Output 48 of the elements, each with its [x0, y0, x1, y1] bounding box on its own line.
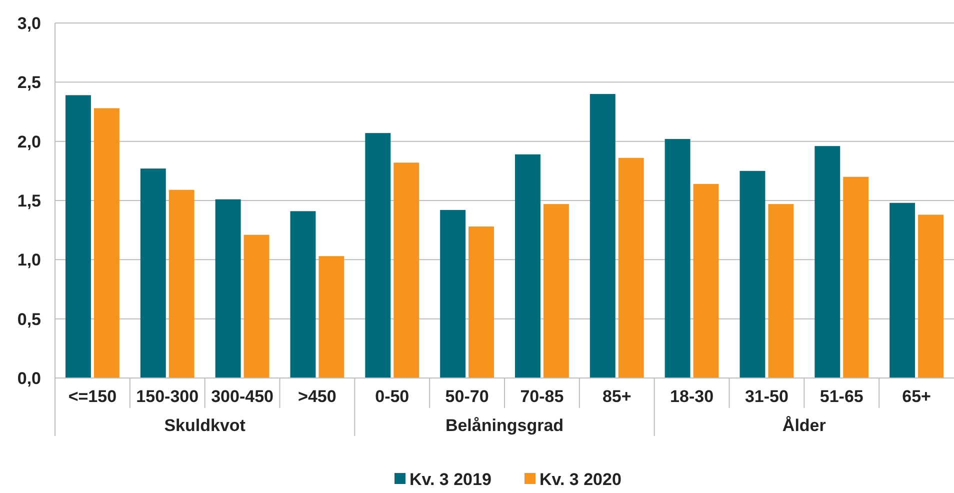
bar — [918, 214, 944, 378]
bar — [543, 204, 569, 378]
bar — [215, 199, 241, 378]
legend-label: Kv. 3 2020 — [540, 470, 622, 489]
x-tick-label: 50-70 — [445, 387, 489, 406]
bar — [843, 176, 869, 378]
x-tick-label: 0-50 — [375, 387, 410, 406]
bar — [365, 133, 391, 378]
text: Ålder — [782, 416, 826, 435]
x-tick-label: 31-50 — [744, 387, 788, 406]
x-tick-label: 85+ — [602, 387, 632, 406]
bar — [514, 154, 540, 378]
x-tick-label: 70-85 — [520, 387, 564, 406]
x-tick-label: 300-450 — [211, 387, 274, 406]
x-tick-label: <=150 — [68, 387, 117, 406]
bar — [394, 162, 420, 378]
y-tick-label: 2,0 — [17, 132, 41, 152]
y-tick-label: 0,5 — [17, 310, 41, 329]
x-tick-label: 65+ — [902, 387, 932, 406]
bar — [168, 190, 194, 378]
bar — [664, 138, 690, 378]
x-tick-label: 18-30 — [670, 387, 714, 406]
bar — [740, 170, 766, 378]
legend-label: Kv. 3 2019 — [410, 470, 492, 489]
y-tick-label: 1,5 — [17, 191, 41, 210]
bar — [318, 256, 344, 378]
x-tick-label: 150-300 — [136, 387, 199, 406]
bar — [590, 94, 616, 378]
text: Belåningsgrad — [445, 416, 564, 435]
bar — [244, 234, 270, 378]
bar — [94, 108, 120, 378]
bar — [890, 202, 916, 378]
bar — [814, 146, 840, 378]
bar — [468, 226, 494, 378]
bar — [693, 184, 719, 378]
y-tick-label: 1,0 — [17, 250, 41, 270]
bar — [440, 210, 466, 378]
bar — [618, 158, 644, 378]
y-tick-label: 0,0 — [17, 368, 41, 388]
x-tick-label: >450 — [298, 387, 336, 406]
x-tick-label: 51-65 — [820, 387, 864, 406]
bar — [290, 211, 316, 378]
bar — [65, 95, 91, 378]
bar — [140, 168, 166, 378]
y-tick-label: 2,5 — [17, 73, 41, 92]
y-tick-label: 3,0 — [17, 14, 41, 33]
bar — [768, 204, 794, 378]
text: Skuldkvot — [164, 416, 246, 435]
